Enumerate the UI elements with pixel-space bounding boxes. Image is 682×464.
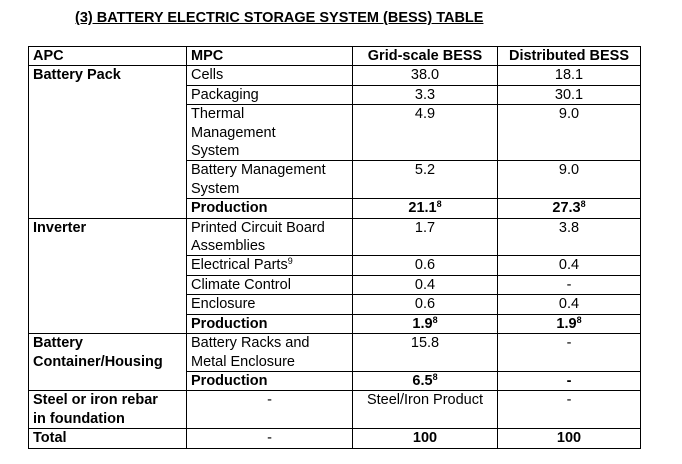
- value-cell: 15.8: [352, 333, 498, 372]
- value-cell: -: [497, 274, 641, 296]
- mpc-cell: Enclosure: [186, 294, 353, 315]
- table-row: Electrical Parts9 0.6 0.4: [29, 255, 641, 276]
- bess-table: APC MPC Grid-scale BESS Distributed BESS Ba…: [28, 45, 641, 449]
- value-cell: 9.0: [497, 104, 641, 162]
- column-header: Grid-scale BESS: [352, 45, 498, 67]
- footnote-ref: 8: [432, 314, 438, 325]
- value-cell: -: [497, 390, 641, 430]
- cell-text: 27.3: [552, 200, 581, 217]
- footnote-ref: 8: [580, 199, 586, 210]
- table-row: Enclosure 0.6 0.4: [29, 294, 641, 315]
- value-cell: 6.58: [352, 370, 498, 392]
- value-cell: 0.4: [497, 294, 641, 315]
- value-cell: 3.8: [497, 217, 641, 257]
- table-row: Thermal Management System 4.9 9.0: [29, 104, 641, 162]
- footnote-ref: 8: [576, 314, 582, 325]
- value-cell: -: [497, 370, 641, 392]
- table-row: Production 21.18 27.38: [29, 198, 641, 219]
- cell-text: 6.5: [412, 372, 433, 389]
- table-row: Battery Management System 5.2 9.0: [29, 160, 641, 200]
- apc-cell: Steel or iron rebar in foundation: [28, 390, 187, 430]
- value-cell: 0.6: [352, 294, 498, 315]
- value-cell: 30.1: [497, 84, 641, 106]
- value-cell: 0.6: [352, 255, 498, 276]
- column-header: MPC: [186, 45, 353, 67]
- cell-text: 1.9: [556, 315, 577, 332]
- footnote-ref: 8: [432, 371, 438, 382]
- apc-cell: Battery Container/Housing: [28, 333, 187, 392]
- mpc-cell: Printed Circuit Board Assemblies: [186, 217, 353, 257]
- column-header: Distributed BESS: [497, 45, 641, 67]
- mpc-cell: Production: [186, 198, 353, 219]
- table-row: Production 6.58-: [29, 370, 641, 392]
- table-row: Inverter Printed Circuit Board Assemblies…: [28, 217, 641, 335]
- value-cell: 9.0: [497, 160, 641, 200]
- title: (3) BATTERY ELECTRIC STORAGE SYSTEM (BES…: [75, 10, 484, 26]
- mpc-cell: Packaging: [186, 84, 353, 106]
- value-cell: 38.0: [352, 65, 498, 86]
- table-row: Production 1.98 1.98: [29, 313, 641, 335]
- value-cell: 4.9: [352, 104, 498, 162]
- table-row: Battery Pack Cells 38.0 18.1: [28, 65, 641, 219]
- footnote-ref: 8: [436, 199, 442, 210]
- table-row: Total -100 100: [28, 428, 641, 449]
- value-cell: 1.98: [352, 313, 498, 335]
- mpc-cell: -: [186, 428, 353, 449]
- cell-text: 1.9: [412, 315, 433, 332]
- table-row: Steel or iron rebar in foundation - Steel/…: [28, 390, 641, 430]
- mpc-cell: Cells: [186, 65, 353, 86]
- footnote-ref: 9: [287, 256, 293, 267]
- value-cell: 1.7: [352, 217, 498, 257]
- column-header: APC: [28, 45, 187, 67]
- value-cell: 18.1: [497, 65, 641, 86]
- value-cell: 100: [352, 428, 498, 449]
- value-cell: 100: [497, 428, 641, 449]
- cell-text: 21.1: [408, 200, 437, 217]
- apc-cell: Battery Pack: [28, 65, 187, 219]
- value-cell: Steel/Iron Product: [352, 390, 498, 430]
- value-cell: 5.2: [352, 160, 498, 200]
- mpc-cell: Electrical Parts9: [186, 255, 353, 276]
- value-cell: 1.98: [497, 313, 641, 335]
- table-row: Climate Control 0.4-: [29, 274, 641, 296]
- mpc-cell: Production: [186, 370, 353, 392]
- value-cell: -: [497, 333, 641, 372]
- table-row: Battery Container/Housing Battery Racks a…: [28, 333, 641, 392]
- mpc-cell: Thermal Management System: [186, 104, 353, 162]
- mpc-cell: Climate Control: [186, 274, 353, 296]
- apc-cell: Inverter: [28, 217, 187, 335]
- value-cell: 0.4: [497, 255, 641, 276]
- mpc-cell: Production: [186, 313, 353, 335]
- mpc-cell: Battery Racks and Metal Enclosure: [186, 333, 353, 372]
- value-cell: 21.18: [352, 198, 498, 219]
- value-cell: 0.4: [352, 274, 498, 296]
- mpc-cell: -: [186, 390, 353, 430]
- value-cell: 3.3: [352, 84, 498, 106]
- table-row: Packaging 3.3 30.1: [29, 84, 641, 106]
- value-cell: 27.38: [497, 198, 641, 219]
- header-row: APC MPC Grid-scale BESS Distributed BESS: [28, 45, 641, 67]
- apc-cell: Total: [28, 428, 187, 449]
- cell-text: Electrical Parts: [191, 257, 288, 274]
- mpc-cell: Battery Management System: [186, 160, 353, 200]
